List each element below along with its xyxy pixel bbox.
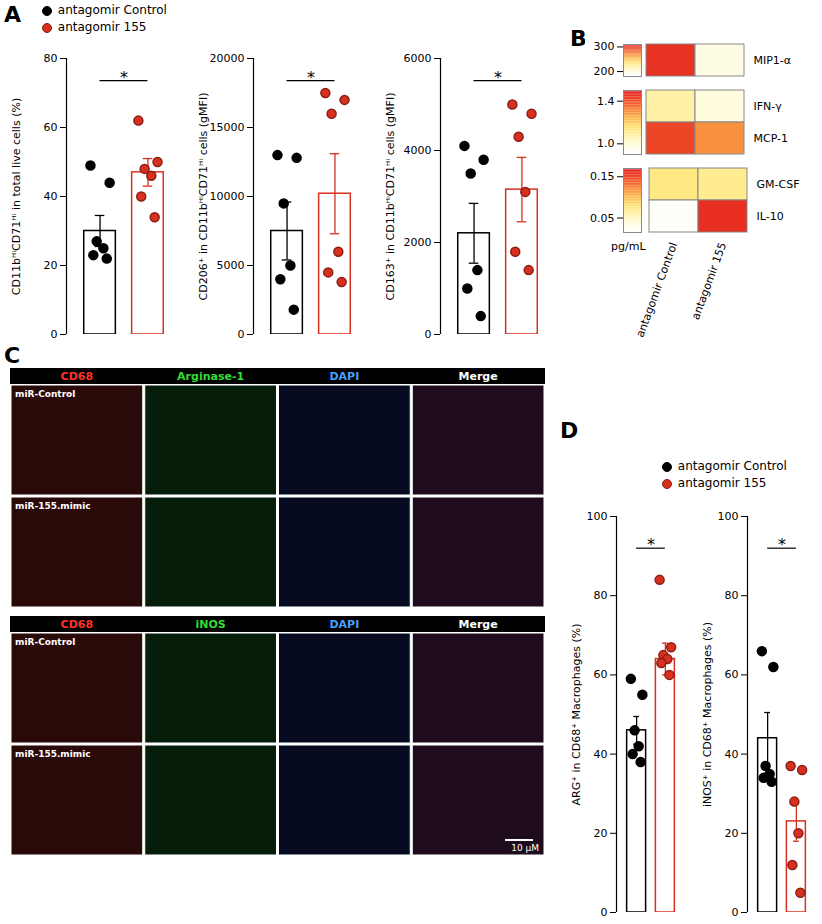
svg-text:*: * bbox=[778, 535, 786, 554]
svg-text:40: 40 bbox=[594, 748, 608, 761]
svg-text:miR-Control: miR-Control bbox=[15, 637, 75, 647]
svg-text:2000: 2000 bbox=[404, 236, 432, 249]
svg-text:0: 0 bbox=[732, 906, 739, 919]
svg-text:0.15: 0.15 bbox=[590, 170, 615, 183]
svg-text:antagomir 155: antagomir 155 bbox=[689, 241, 729, 322]
svg-text:iNOS: iNOS bbox=[196, 618, 226, 631]
svg-text:ARG⁺ in CD68⁺ Macrophages (%): ARG⁺ in CD68⁺ Macrophages (%) bbox=[570, 624, 583, 806]
svg-text:0: 0 bbox=[601, 906, 608, 919]
svg-text:*: * bbox=[120, 68, 128, 87]
svg-text:MCP-1: MCP-1 bbox=[754, 132, 789, 145]
svg-text:miR-155.mimic: miR-155.mimic bbox=[15, 501, 91, 511]
svg-text:Merge: Merge bbox=[459, 618, 498, 631]
svg-text:60: 60 bbox=[725, 668, 739, 681]
svg-text:0: 0 bbox=[238, 328, 245, 341]
svg-text:0.05: 0.05 bbox=[590, 212, 615, 225]
svg-text:miR-155.mimic: miR-155.mimic bbox=[15, 749, 91, 759]
svg-text:80: 80 bbox=[594, 589, 608, 602]
svg-text:80: 80 bbox=[44, 52, 58, 65]
svg-text:20: 20 bbox=[44, 259, 58, 272]
svg-text:40: 40 bbox=[725, 748, 739, 761]
svg-text:CD68: CD68 bbox=[61, 618, 94, 631]
svg-text:iNOS⁺ in CD68⁺ Macrophages (%): iNOS⁺ in CD68⁺ Macrophages (%) bbox=[701, 622, 714, 807]
svg-text:CD206⁺ in CD11bᴴⁱCD71ᴴⁱ cells: CD206⁺ in CD11bᴴⁱCD71ᴴⁱ cells (gMFI) bbox=[197, 93, 210, 301]
svg-text:0: 0 bbox=[51, 328, 58, 341]
svg-text:MIP1-α: MIP1-α bbox=[754, 54, 792, 67]
svg-text:miR-Control: miR-Control bbox=[15, 389, 75, 399]
svg-text:*: * bbox=[494, 68, 502, 87]
svg-text:200: 200 bbox=[594, 65, 615, 78]
svg-text:Merge: Merge bbox=[459, 370, 498, 383]
svg-text:Arginase-1: Arginase-1 bbox=[177, 370, 244, 383]
svg-text:DAPI: DAPI bbox=[329, 618, 359, 631]
svg-text:CD163⁺ in CD11bᴴⁱCD71ᴴⁱ cells: CD163⁺ in CD11bᴴⁱCD71ᴴⁱ cells (gMFI) bbox=[384, 93, 397, 301]
svg-text:20: 20 bbox=[594, 827, 608, 840]
svg-text:5000: 5000 bbox=[217, 259, 245, 272]
svg-text:300: 300 bbox=[594, 40, 615, 53]
svg-text:0: 0 bbox=[425, 328, 432, 341]
svg-text:*: * bbox=[647, 535, 655, 554]
svg-text:20: 20 bbox=[725, 827, 739, 840]
svg-text:antagomir Control: antagomir Control bbox=[633, 241, 679, 339]
svg-text:CD11bᴴⁱCD71ᴴⁱ in total live ce: CD11bᴴⁱCD71ᴴⁱ in total live cells (%) bbox=[10, 98, 23, 295]
svg-text:100: 100 bbox=[718, 510, 739, 523]
svg-text:GM-CSF: GM-CSF bbox=[756, 178, 799, 191]
svg-text:IL-10: IL-10 bbox=[756, 210, 783, 223]
svg-text:20000: 20000 bbox=[210, 52, 245, 65]
svg-text:*: * bbox=[307, 68, 315, 87]
svg-text:6000: 6000 bbox=[404, 52, 432, 65]
svg-text:IFN-γ: IFN-γ bbox=[754, 100, 783, 113]
svg-text:1.0: 1.0 bbox=[597, 137, 615, 150]
svg-text:DAPI: DAPI bbox=[329, 370, 359, 383]
svg-text:40: 40 bbox=[44, 190, 58, 203]
svg-text:100: 100 bbox=[587, 510, 608, 523]
svg-text:60: 60 bbox=[44, 121, 58, 134]
svg-text:10000: 10000 bbox=[210, 190, 245, 203]
svg-text:60: 60 bbox=[594, 668, 608, 681]
svg-text:80: 80 bbox=[725, 589, 739, 602]
svg-text:15000: 15000 bbox=[210, 121, 245, 134]
svg-text:4000: 4000 bbox=[404, 144, 432, 157]
svg-text:CD68: CD68 bbox=[61, 370, 94, 383]
svg-text:1.4: 1.4 bbox=[597, 95, 615, 108]
svg-text:10 μM: 10 μM bbox=[511, 843, 539, 853]
